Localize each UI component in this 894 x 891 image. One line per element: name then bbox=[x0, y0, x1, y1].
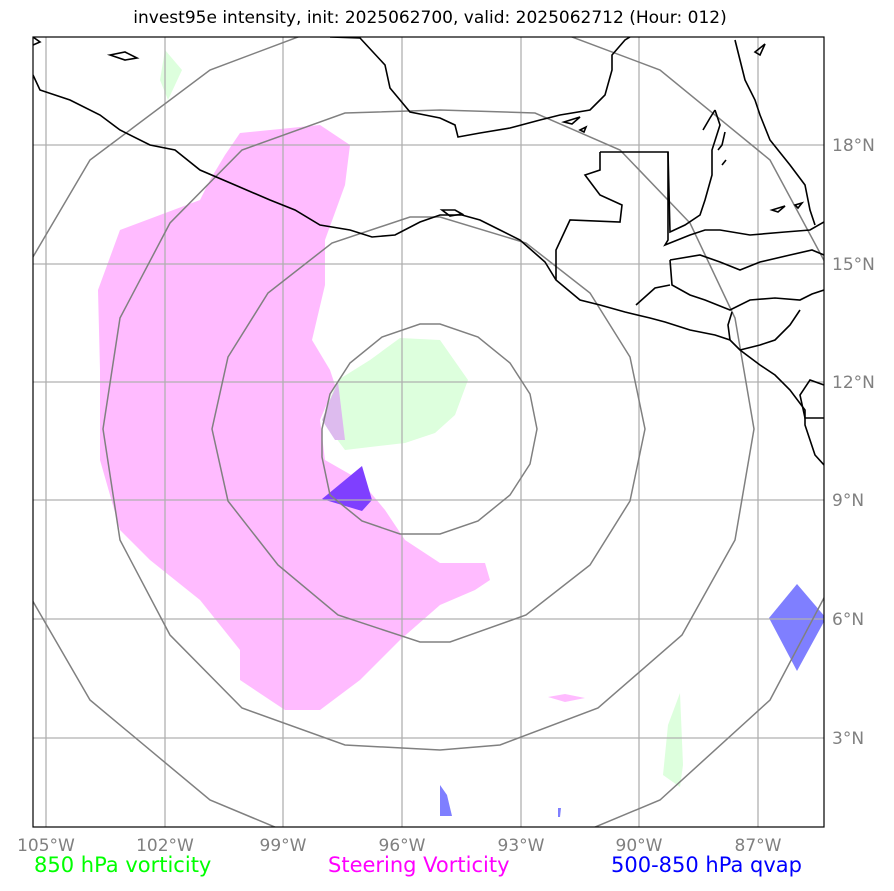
qvap-region-tiny bbox=[558, 808, 561, 817]
lat-tick-label: 15°N bbox=[832, 255, 875, 275]
longitude-tick-labels: 105°W 102°W 99°W 96°W 93°W 90°W 87°W bbox=[17, 836, 782, 856]
qvap-region-south bbox=[440, 785, 452, 816]
lat-tick-label: 12°N bbox=[832, 373, 875, 393]
range-ring-1 bbox=[321, 323, 538, 535]
steering-vorticity-region bbox=[98, 125, 490, 710]
lon-tick-label: 102°W bbox=[136, 836, 194, 856]
legend-qvap: 500-850 hPa qvap bbox=[611, 853, 802, 877]
range-rings bbox=[33, 37, 824, 827]
map-area[interactable] bbox=[0, 10, 862, 860]
lon-tick-label: 87°W bbox=[735, 836, 782, 856]
range-ring-4 bbox=[33, 37, 824, 827]
lat-tick-label: 9°N bbox=[832, 491, 864, 511]
lat-tick-label: 6°N bbox=[832, 610, 864, 630]
vorticity-850-overlap bbox=[322, 382, 345, 440]
coastlines bbox=[33, 37, 824, 466]
vorticity-850-south bbox=[663, 693, 683, 787]
vorticity-850-top bbox=[160, 50, 182, 100]
lat-tick-label: 18°N bbox=[832, 136, 875, 156]
lon-tick-label: 105°W bbox=[17, 836, 75, 856]
lon-tick-label: 93°W bbox=[498, 836, 545, 856]
qvap-region-east bbox=[769, 584, 824, 671]
lon-tick-label: 90°W bbox=[616, 836, 663, 856]
legend-steering-vorticity: Steering Vorticity bbox=[328, 853, 510, 877]
map-title: invest95e intensity, init: 2025062700, v… bbox=[133, 8, 727, 28]
range-ring-3 bbox=[102, 109, 755, 751]
vorticity-850-region bbox=[325, 338, 468, 450]
lon-tick-label: 99°W bbox=[260, 836, 307, 856]
longitude-gridlines bbox=[45, 37, 759, 827]
lat-tick-label: 3°N bbox=[832, 729, 864, 749]
range-ring-2 bbox=[211, 216, 646, 643]
axes-frame bbox=[32, 36, 825, 828]
lon-tick-label: 96°W bbox=[379, 836, 426, 856]
legend-850hpa-vorticity: 850 hPa vorticity bbox=[34, 853, 212, 877]
latitude-tick-labels: 18°N 15°N 12°N 9°N 6°N 3°N bbox=[832, 136, 875, 749]
steering-vorticity-small bbox=[548, 694, 585, 702]
